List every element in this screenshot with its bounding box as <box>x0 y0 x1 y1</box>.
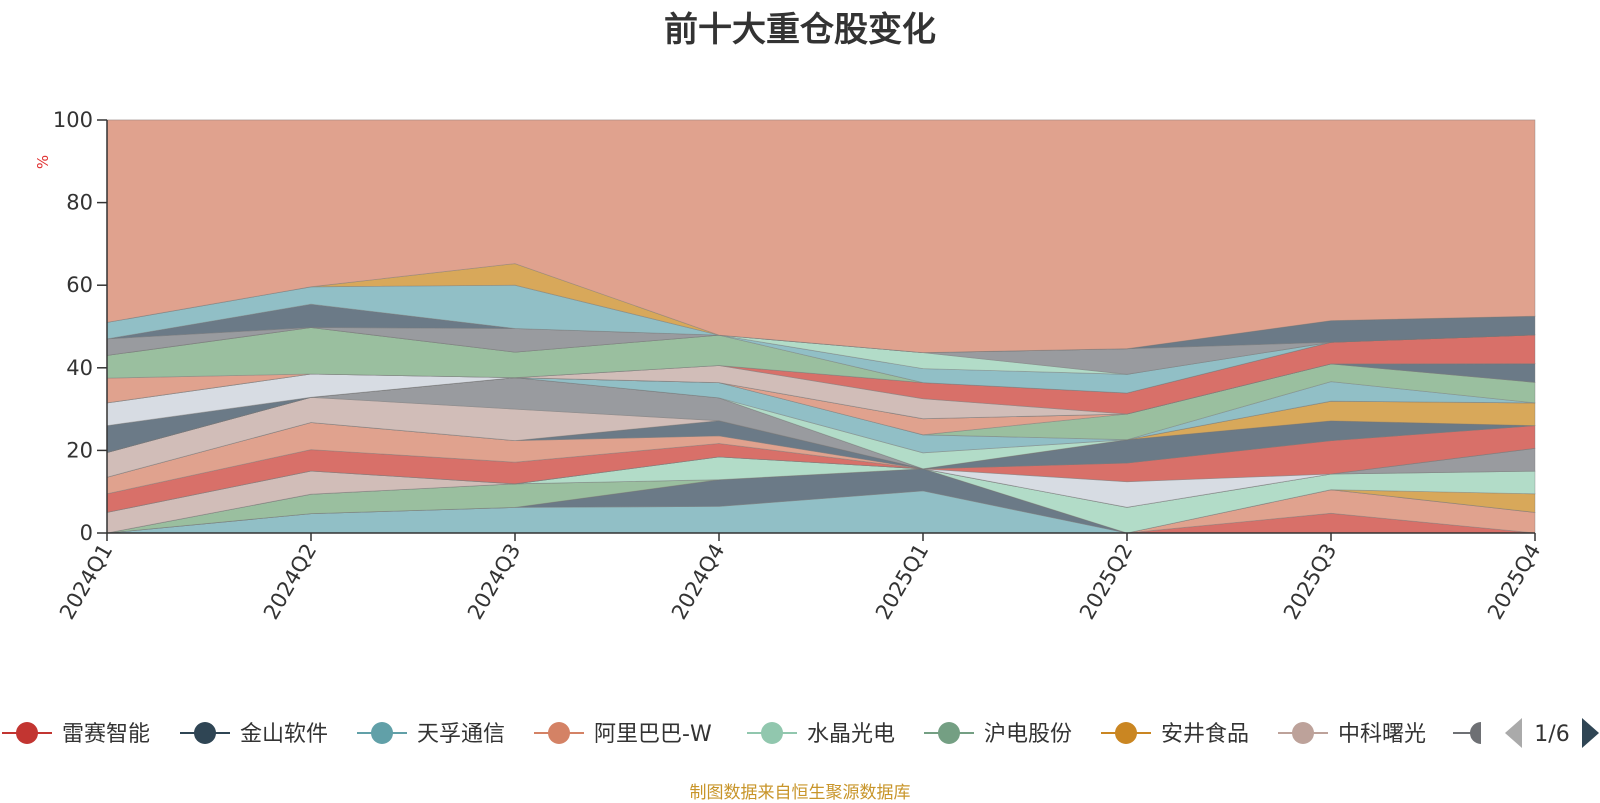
legend-marker-icon <box>761 722 783 744</box>
area-阿里巴巴-W-33 <box>106 119 1536 354</box>
legend-label: 水晶光电 <box>807 722 895 747</box>
legend-label: 沪电股份 <box>984 722 1072 747</box>
area-其他-深灰-8 <box>106 447 1536 513</box>
legend-label: 金山软件 <box>240 722 328 747</box>
legend-item-中科曙光[interactable]: 中科曙光 <box>1278 722 1426 747</box>
chart-title: 前十大重仓股变化 <box>664 10 936 50</box>
y-tick-label-20: 20 <box>66 438 93 462</box>
y-tick-label-40: 40 <box>66 356 93 380</box>
legend-label: 阿里巴巴-W <box>594 722 712 747</box>
y-tick-label-0: 0 <box>80 521 93 545</box>
x-tick-label-2025Q2: 2025Q2 <box>1075 540 1137 624</box>
source-note: 制图数据来自恒生聚源数据库 <box>689 783 911 803</box>
legend-marker-icon <box>1470 722 1481 744</box>
legend-marker-icon <box>548 722 570 744</box>
legend-item-partial[interactable] <box>1453 722 1481 744</box>
legend-prev-page-icon[interactable] <box>1505 718 1522 748</box>
legend-marker-icon <box>1292 722 1314 744</box>
legend-item-水晶光电[interactable]: 水晶光电 <box>747 722 895 747</box>
legend-item-阿里巴巴-W[interactable]: 阿里巴巴-W <box>534 722 712 747</box>
legend-marker-icon <box>1115 722 1137 744</box>
x-tick-label-2025Q3: 2025Q3 <box>1279 540 1341 624</box>
legend: 雷赛智能 金山软件 天孚通信 阿里巴巴-W 水晶光电 沪电股份 安井食品 中科曙光 1/6 <box>2 718 1599 748</box>
x-tick-label-2024Q2: 2024Q2 <box>259 540 321 624</box>
y-tick-label-80: 80 <box>66 191 93 215</box>
area-水晶光电-6 <box>106 456 1536 534</box>
legend-item-沪电股份[interactable]: 沪电股份 <box>924 722 1072 747</box>
x-tick-label-2025Q1: 2025Q1 <box>871 540 933 624</box>
legend-next-page-icon[interactable] <box>1582 718 1599 748</box>
y-tick-label-60: 60 <box>66 273 93 297</box>
legend-label: 雷赛智能 <box>62 722 150 747</box>
legend-item-雷赛智能[interactable]: 雷赛智能 <box>2 722 150 747</box>
legend-item-金山软件[interactable]: 金山软件 <box>180 722 328 747</box>
legend-item-安井食品[interactable]: 安井食品 <box>1101 722 1249 747</box>
x-tick-label-2025Q4: 2025Q4 <box>1483 540 1545 624</box>
legend-label: 安井食品 <box>1161 722 1249 747</box>
x-tick-label-2024Q4: 2024Q4 <box>667 540 729 624</box>
legend-label: 中科曙光 <box>1338 722 1426 747</box>
legend-page-indicator: 1/6 <box>1534 722 1569 747</box>
stacked-areas <box>106 119 1536 534</box>
legend-item-天孚通信[interactable]: 天孚通信 <box>357 722 505 747</box>
legend-marker-icon <box>938 722 960 744</box>
legend-marker-icon <box>194 722 216 744</box>
legend-marker-icon <box>371 722 393 744</box>
legend-marker-icon <box>16 722 38 744</box>
x-tick-label-2024Q3: 2024Q3 <box>463 540 525 624</box>
legend-label: 天孚通信 <box>417 722 505 747</box>
y-axis-label: % <box>34 155 52 169</box>
y-tick-label-100: 100 <box>53 108 93 132</box>
x-tick-label-2024Q1: 2024Q1 <box>55 540 117 624</box>
